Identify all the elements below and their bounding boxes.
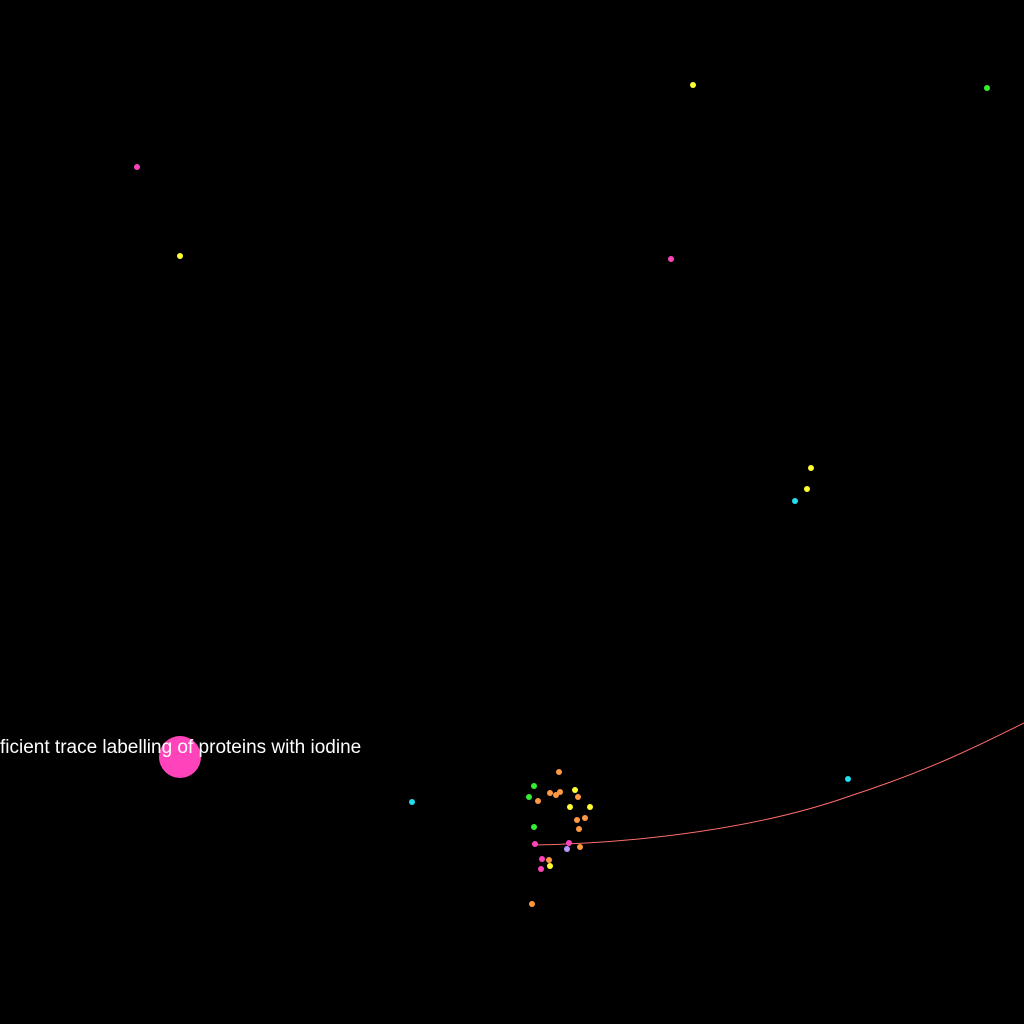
node-layer: [134, 82, 990, 907]
graph-node[interactable]: [529, 901, 535, 907]
graph-node[interactable]: [546, 857, 552, 863]
graph-node[interactable]: [547, 790, 553, 796]
graph-node[interactable]: [574, 817, 580, 823]
graph-node[interactable]: [564, 846, 570, 852]
edge-layer: [533, 722, 1024, 846]
graph-node[interactable]: [792, 498, 798, 504]
graph-node[interactable]: [804, 486, 810, 492]
graph-node[interactable]: [690, 82, 696, 88]
focus-node-group[interactable]: ficient trace labelling of proteins with…: [0, 736, 361, 778]
focus-node[interactable]: [159, 736, 201, 778]
graph-node[interactable]: [575, 794, 581, 800]
focus-node-label: ficient trace labelling of proteins with…: [0, 737, 361, 758]
graph-node[interactable]: [566, 840, 572, 846]
graph-node[interactable]: [984, 85, 990, 91]
graph-node[interactable]: [668, 256, 674, 262]
graph-node[interactable]: [538, 866, 544, 872]
graph-node[interactable]: [134, 164, 140, 170]
graph-node[interactable]: [557, 789, 563, 795]
graph-node[interactable]: [577, 844, 583, 850]
graph-node[interactable]: [587, 804, 593, 810]
graph-node[interactable]: [556, 769, 562, 775]
graph-node[interactable]: [532, 841, 538, 847]
graph-node[interactable]: [547, 863, 553, 869]
graph-node[interactable]: [576, 826, 582, 832]
graph-node[interactable]: [582, 815, 588, 821]
graph-node[interactable]: [535, 798, 541, 804]
graph-node[interactable]: [845, 776, 851, 782]
graph-edge: [533, 722, 1024, 846]
graph-node[interactable]: [808, 465, 814, 471]
graph-node[interactable]: [572, 787, 578, 793]
graph-node[interactable]: [409, 799, 415, 805]
graph-node[interactable]: [567, 804, 573, 810]
graph-node[interactable]: [539, 856, 545, 862]
graph-node[interactable]: [177, 253, 183, 259]
graph-node[interactable]: [531, 783, 537, 789]
graph-node[interactable]: [531, 824, 537, 830]
graph-node[interactable]: [526, 794, 532, 800]
